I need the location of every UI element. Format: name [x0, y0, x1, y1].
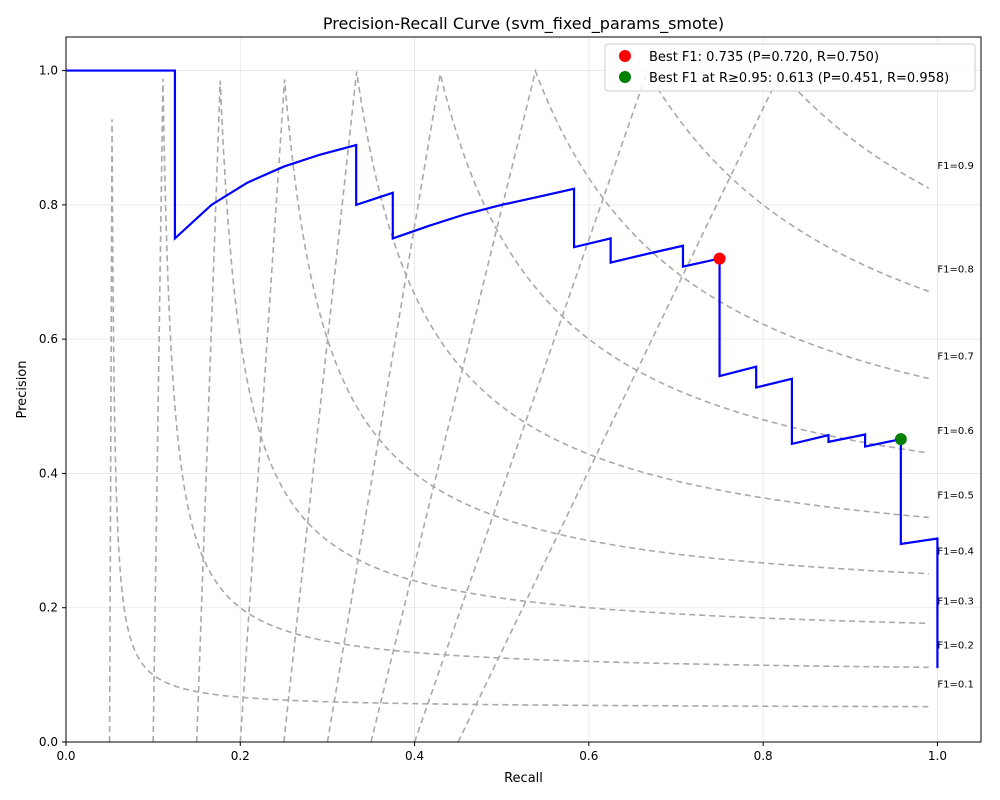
iso-f1-curve: [457, 70, 930, 743]
grid-layer: [65, 37, 981, 743]
iso-f1-label: F1=0.7: [937, 351, 973, 362]
legend-label-best-f1-high-recall: Best F1 at R≥0.95: 0.613 (P=0.451, R=0.9…: [649, 71, 949, 86]
iso-f1-label: F1=0.3: [937, 596, 973, 607]
best-f1-marker: [713, 252, 726, 265]
iso-f1-curve: [195, 80, 929, 743]
iso-f1-curves: F1=0.1 F1=0.2 F1=0.3 F1=0.4 F1=0.5 F1=0.6 F1=0…: [108, 68, 974, 743]
legend-box: [604, 43, 976, 92]
iso-f1-label: F1=0.2: [937, 640, 973, 651]
chart-title: Precision-Recall Curve (svm_fixed_params…: [323, 14, 724, 34]
x-tick-label: 0.6: [579, 749, 598, 763]
legend-marker-best-f1-high-recall: [619, 71, 631, 83]
plot-frame: [65, 36, 982, 743]
x-axis-label: Recall: [504, 771, 543, 786]
iso-f1-label: F1=0.9: [937, 161, 973, 172]
iso-f1-label: F1=0.8: [937, 264, 973, 275]
legend-label-best-f1: Best F1: 0.735 (P=0.720, R=0.750): [649, 50, 879, 65]
x-tick-label: 0.8: [754, 749, 773, 763]
x-tick-label: 0.4: [405, 749, 424, 763]
marker-layer: [713, 252, 907, 446]
x-tick-label: 1.0: [928, 749, 947, 763]
pr-curve-line: [66, 69, 939, 669]
iso-f1-curve: [370, 68, 929, 743]
iso-f1-label: F1=0.6: [937, 426, 973, 437]
iso-f1-label: F1=0.5: [937, 490, 973, 501]
iso-f1-label: F1=0.4: [937, 547, 973, 558]
legend-marker-best-f1: [619, 50, 631, 62]
y-tick-label: 1.0: [39, 64, 58, 78]
legend: Best F1: 0.735 (P=0.720, R=0.750) Best F…: [604, 43, 976, 92]
y-axis-label: Precision: [15, 360, 30, 418]
x-tick-label: 0.2: [231, 749, 250, 763]
y-tick-label: 0.2: [39, 601, 58, 615]
y-tick-label: 0.8: [39, 198, 58, 212]
x-tick-label: 0.0: [56, 749, 75, 763]
iso-f1-curve: [152, 78, 929, 743]
tick-layer: 0.0 0.2 0.4 0.6 0.8 1.0 0.0 0.2 0.4 0.6 0.8 1.0: [39, 64, 947, 763]
iso-f1-curve: [326, 73, 929, 743]
iso-f1-curve: [413, 69, 929, 743]
best-f1-high-recall-marker: [894, 433, 907, 446]
pr-curve-layer: [66, 69, 939, 669]
iso-f1-label: F1=0.1: [937, 680, 973, 691]
y-tick-label: 0.4: [39, 466, 58, 480]
y-tick-label: 0.6: [39, 332, 58, 346]
y-tick-label: 0.0: [39, 735, 58, 749]
iso-f1-curve: [283, 71, 929, 743]
